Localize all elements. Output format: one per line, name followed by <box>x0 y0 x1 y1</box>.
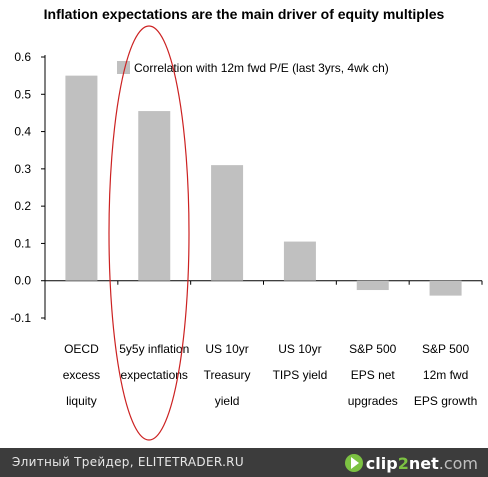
y-axis: 0.6 0.5 0.4 0.3 0.2 0.1 0.0 -0.1 <box>10 50 483 325</box>
bar <box>283 241 316 281</box>
y-tick-label: 0.0 <box>14 274 31 288</box>
x-tick-label: excess <box>63 368 100 382</box>
x-axis-labels: OECD excess liquity 5y5y inflation expectati… <box>63 342 478 408</box>
y-tick-label: 0.4 <box>14 125 31 139</box>
y-tick-label: -0.1 <box>10 311 31 325</box>
bar <box>211 165 244 281</box>
x-tick-label: EPS net <box>351 368 396 382</box>
x-tick-label: US 10yr <box>278 342 321 356</box>
x-tick-label: upgrades <box>348 394 398 408</box>
y-tick-label: 0.1 <box>14 236 31 250</box>
chart-svg: 0.6 0.5 0.4 0.3 0.2 0.1 0.0 -0.1 OECD excess liqu… <box>10 25 483 441</box>
legend-label: Correlation with 12m fwd P/E (last 3yrs,… <box>134 61 389 75</box>
x-tick-label: 5y5y inflation <box>119 342 189 356</box>
play-icon <box>344 454 363 472</box>
x-tick-label: OECD <box>64 342 99 356</box>
footer-bar: Элитный Трейдер, ELITETRADER.RU clip 2 n… <box>0 448 488 477</box>
bar <box>356 280 389 291</box>
bar <box>429 280 462 296</box>
y-tick-label: 0.6 <box>14 50 31 64</box>
bar <box>65 75 98 281</box>
legend: Correlation with 12m fwd P/E (last 3yrs,… <box>117 61 389 75</box>
brand-part2: 2 <box>397 453 409 473</box>
y-tick-label: 0.3 <box>14 162 31 176</box>
legend-swatch <box>117 61 130 74</box>
x-tick-label: S&P 500 <box>422 342 469 356</box>
brand-part3: net <box>408 453 439 473</box>
x-tick-label: liquity <box>66 394 97 408</box>
x-tick-label: Treasury <box>204 368 251 382</box>
y-tick-label: 0.5 <box>14 87 31 101</box>
highlight-ellipse <box>108 25 190 441</box>
bars <box>65 75 462 296</box>
bar <box>138 111 171 281</box>
x-tick-label: TIPS yield <box>273 368 328 382</box>
chart-title: Inflation expectations are the main driv… <box>43 6 445 22</box>
x-tick-label: 12m fwd <box>423 368 468 382</box>
brand-logo: clip 2 net .com <box>344 452 478 474</box>
x-tick-label: expectations <box>121 368 188 382</box>
source-text: Элитный Трейдер, ELITETRADER.RU <box>12 455 244 469</box>
x-tick-label: yield <box>215 394 240 408</box>
x-tick-label: EPS growth <box>414 394 477 408</box>
x-tick-label: S&P 500 <box>349 342 396 356</box>
brand-part1: clip <box>365 453 398 473</box>
brand-part4: .com <box>438 453 478 473</box>
y-tick-label: 0.2 <box>14 199 31 213</box>
x-tick-label: US 10yr <box>205 342 248 356</box>
